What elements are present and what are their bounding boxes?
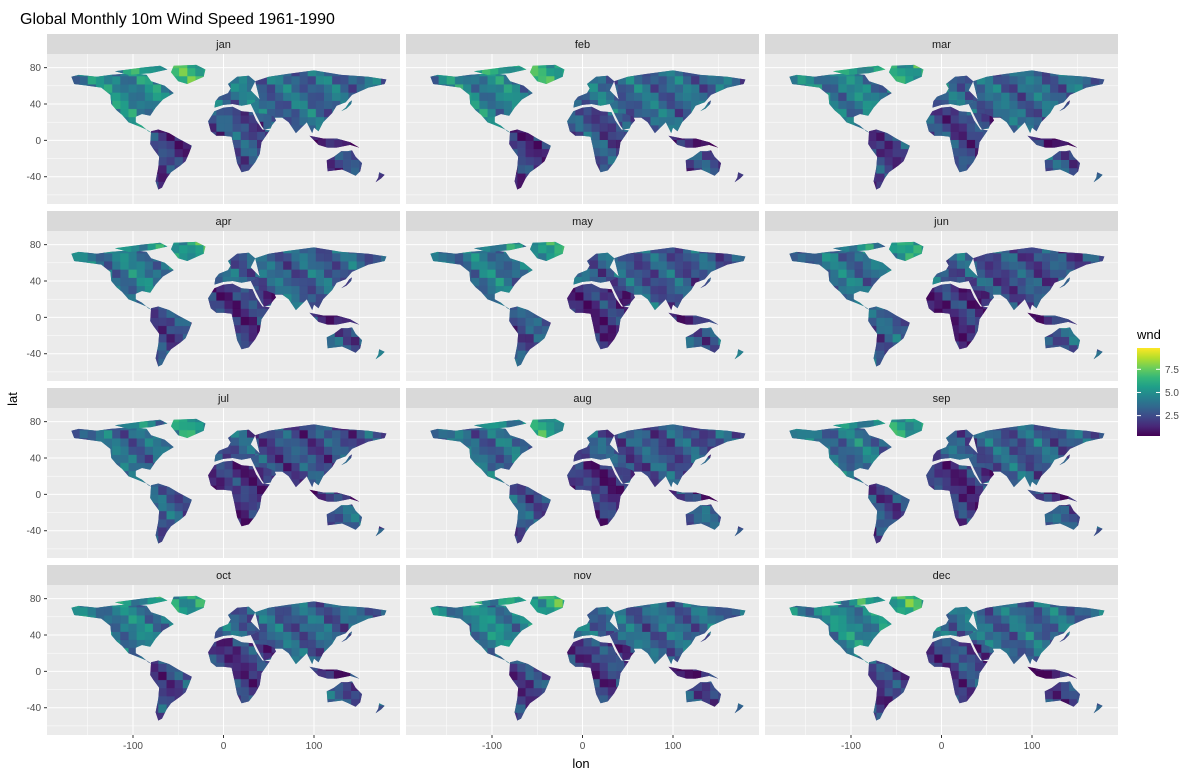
panel-nov: nov <box>406 565 759 735</box>
strip-label-sep: sep <box>933 393 951 405</box>
axes: 80 40 0 -40 80 40 0 -40 80 40 0 -40 80 40 0 -40 -100 0 100… <box>27 63 1041 752</box>
strip-jun <box>765 211 1118 231</box>
y-tick-label: 0 <box>35 490 41 501</box>
y-tick-label: -40 <box>27 703 42 714</box>
strip-feb <box>406 34 759 54</box>
strip-dec <box>765 565 1118 585</box>
y-tick-label: 0 <box>35 313 41 324</box>
panel-dec: dec <box>765 565 1118 735</box>
plot-title: Global Monthly 10m Wind Speed 1961-1990 <box>20 11 335 28</box>
x-tick-label: -100 <box>841 741 861 752</box>
strip-label-dec: dec <box>933 570 951 582</box>
panel-jan: jan <box>47 34 400 204</box>
strip-label-may: may <box>572 216 593 228</box>
y-tick-label: 80 <box>30 240 42 251</box>
strip-label-aug: aug <box>573 393 591 405</box>
australia-nov <box>685 681 721 707</box>
strip-label-mar: mar <box>932 39 951 51</box>
y-tick-label: 40 <box>30 454 42 465</box>
x-tick-label: -100 <box>123 741 143 752</box>
facet-panels: jan feb mar apr may jun jul aug sep oct nov dec <box>47 34 1118 735</box>
y-tick-label: 40 <box>30 100 42 111</box>
strip-jan <box>47 34 400 54</box>
panel-jul: jul <box>47 388 400 558</box>
strip-label-oct: oct <box>216 570 231 582</box>
europe-oct <box>214 606 260 639</box>
y-tick-label: 40 <box>30 631 42 642</box>
x-tick-label: 100 <box>665 741 682 752</box>
arctic-islands-feb <box>473 65 527 75</box>
strip-apr <box>47 211 400 231</box>
strip-label-jun: jun <box>933 216 949 228</box>
strip-label-nov: nov <box>574 570 592 582</box>
panel-sep: sep <box>765 388 1118 558</box>
south-america-aug <box>509 483 551 544</box>
x-tick-label: 100 <box>1024 741 1041 752</box>
strip-jul <box>47 388 400 408</box>
panel-feb: feb <box>406 34 759 204</box>
panel-oct: oct <box>47 565 400 735</box>
strip-sep <box>765 388 1118 408</box>
x-tick-label: 0 <box>580 741 586 752</box>
land-raster-feb <box>430 64 746 190</box>
y-tick-label: 80 <box>30 63 42 74</box>
legend: wnd 7.5 5.0 2.5 <box>1136 327 1179 436</box>
panel-may: may <box>406 211 759 381</box>
legend-colorbar <box>1137 348 1160 436</box>
x-tick-label: 0 <box>221 741 227 752</box>
legend-tick-label: 2.5 <box>1165 411 1179 422</box>
y-tick-label: 80 <box>30 417 42 428</box>
panel-mar: mar <box>765 34 1118 204</box>
panel-aug: aug <box>406 388 759 558</box>
y-tick-label: -40 <box>27 349 42 360</box>
panel-apr: apr <box>47 211 400 381</box>
x-tick-label: -100 <box>482 741 502 752</box>
strip-aug <box>406 388 759 408</box>
x-tick-label: 100 <box>306 741 323 752</box>
legend-tick-label: 5.0 <box>1165 388 1179 399</box>
strip-label-jul: jul <box>217 393 229 405</box>
strip-label-feb: feb <box>575 39 590 51</box>
y-tick-label: 40 <box>30 277 42 288</box>
legend-title: wnd <box>1136 327 1161 342</box>
x-tick-label: 0 <box>939 741 945 752</box>
y-tick-label: -40 <box>27 526 42 537</box>
y-tick-label: 0 <box>35 136 41 147</box>
legend-tick-label: 7.5 <box>1165 365 1179 376</box>
strip-nov <box>406 565 759 585</box>
strip-oct <box>47 565 400 585</box>
strip-may <box>406 211 759 231</box>
strip-label-jan: jan <box>215 39 231 51</box>
strip-mar <box>765 34 1118 54</box>
y-tick-label: 80 <box>30 594 42 605</box>
x-axis-title: lon <box>572 756 589 771</box>
panel-jun: jun <box>765 211 1118 381</box>
y-tick-label: -40 <box>27 172 42 183</box>
strip-label-apr: apr <box>216 216 232 228</box>
y-tick-label: 0 <box>35 667 41 678</box>
y-axis-title: lat <box>5 392 20 406</box>
